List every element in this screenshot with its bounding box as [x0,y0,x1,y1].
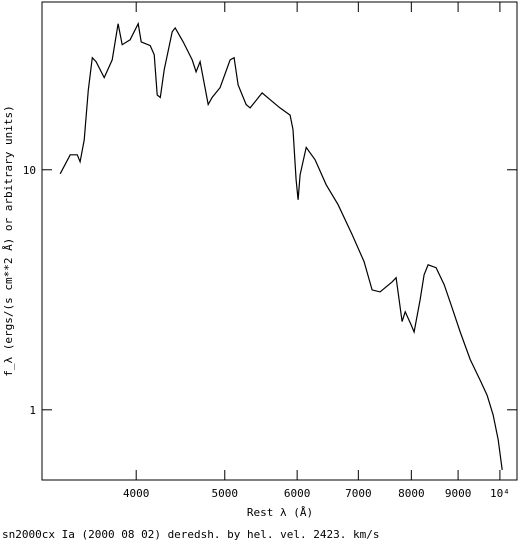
y-axis-label: f_λ (ergs/(s cm**2 Å) or arbitrary units… [2,105,15,377]
x-tick-label: 9000 [445,487,472,500]
x-tick-label: 8000 [398,487,425,500]
y-tick-label: 10 [23,164,36,177]
plot-frame [41,1,518,481]
x-axis-label: Rest λ (Å) [247,506,313,519]
x-tick-label: 10⁴ [490,487,510,500]
spectrum-line [59,21,503,470]
caption: sn2000cx Ia (2000 08 02) deredsh. by hel… [2,528,380,541]
x-tick-label: 7000 [345,487,372,500]
x-tick-label: 5000 [212,487,239,500]
x-tick-label: 4000 [123,487,150,500]
x-tick-label: 6000 [284,487,311,500]
y-tick-label: 1 [29,404,36,417]
